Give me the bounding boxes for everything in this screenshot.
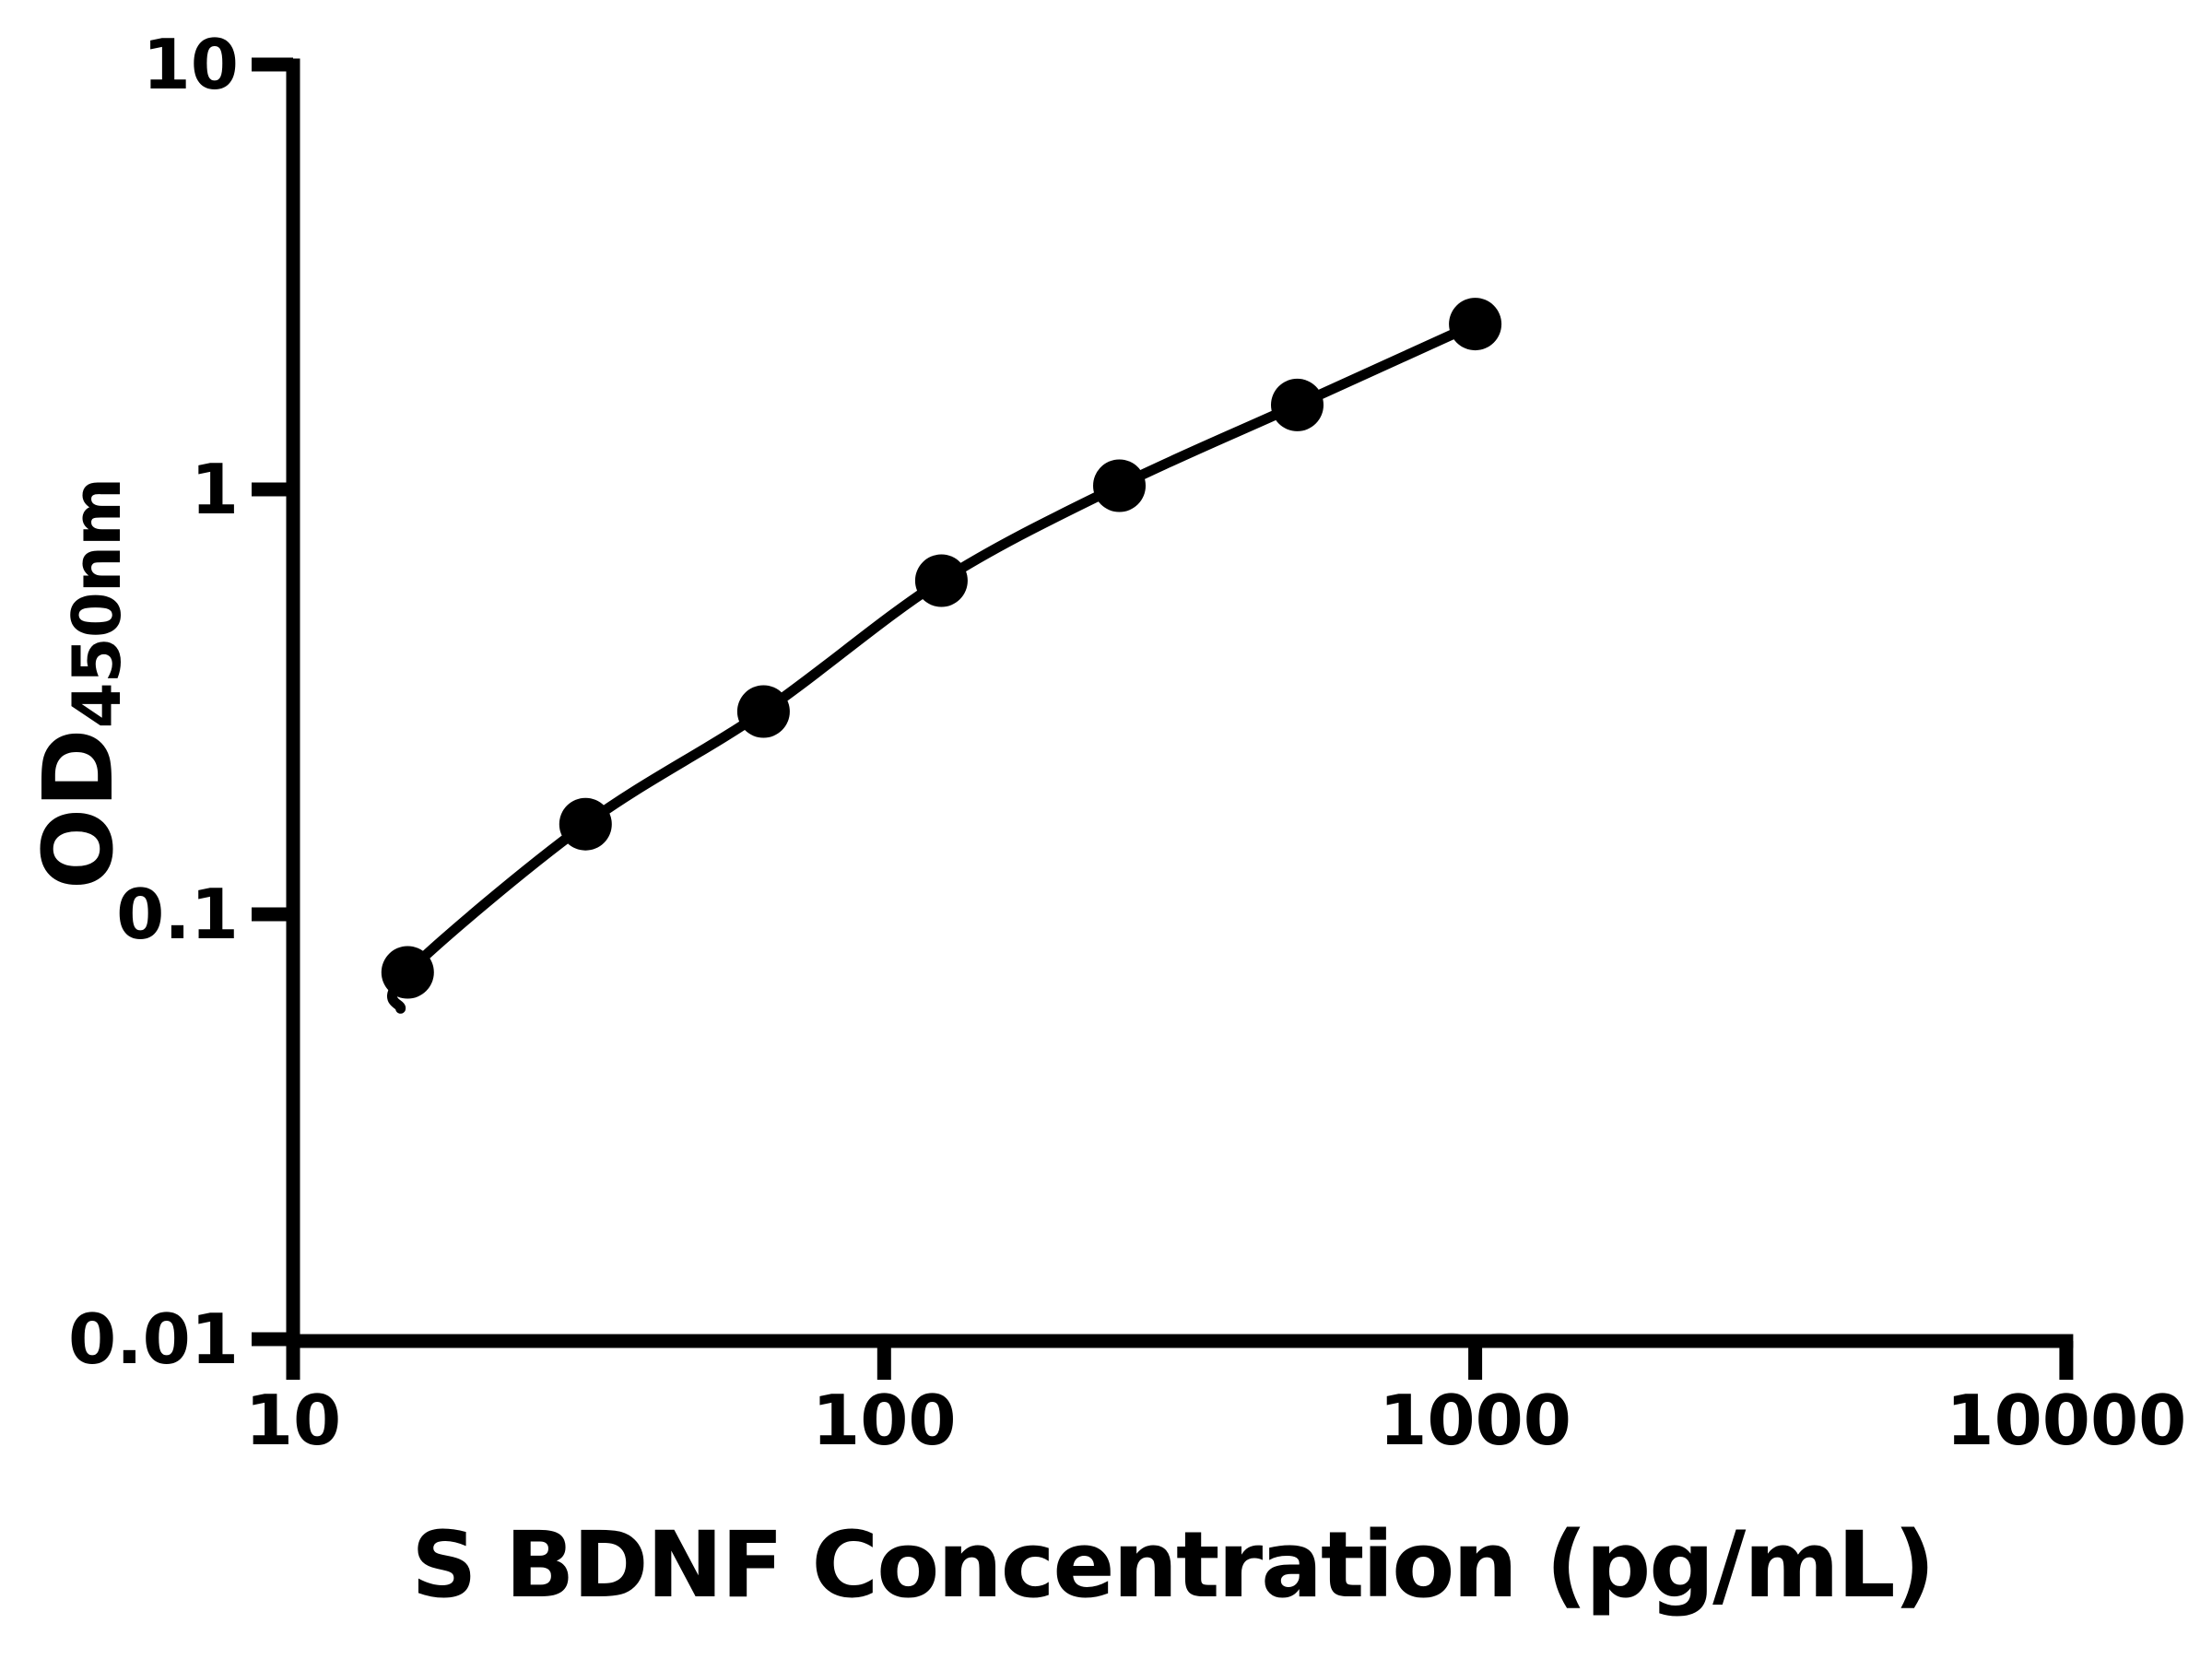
data-point-1000	[1449, 298, 1502, 351]
x-axis-title: S BDNF Concentration (pg/mL)	[411, 1512, 1936, 1618]
y-tick-label-0.01: 0.01	[68, 1299, 239, 1380]
data-point-125	[914, 554, 968, 607]
data-point-250	[1093, 459, 1146, 512]
fit-curve	[387, 319, 1481, 1014]
x-tick-label-10000: 10000	[1946, 1380, 2186, 1461]
data-point-500	[1271, 378, 1324, 431]
data-point-15.625	[381, 946, 434, 999]
y-axis-title: OD450nm	[22, 478, 135, 889]
data-point-62.5	[736, 685, 790, 738]
x-tick-label-10: 10	[245, 1380, 341, 1461]
y-tick-label-1: 1	[191, 449, 239, 530]
y-axis-title-main: OD	[22, 728, 135, 890]
y-axis-title-subscript: 450nm	[57, 477, 135, 729]
x-tick-label-1000: 1000	[1379, 1380, 1571, 1461]
x-tick-label-100: 100	[812, 1380, 957, 1461]
data-point-31.25	[559, 797, 612, 851]
y-tick-label-10: 10	[143, 24, 239, 105]
y-tick-label-0.1: 0.1	[116, 874, 239, 955]
